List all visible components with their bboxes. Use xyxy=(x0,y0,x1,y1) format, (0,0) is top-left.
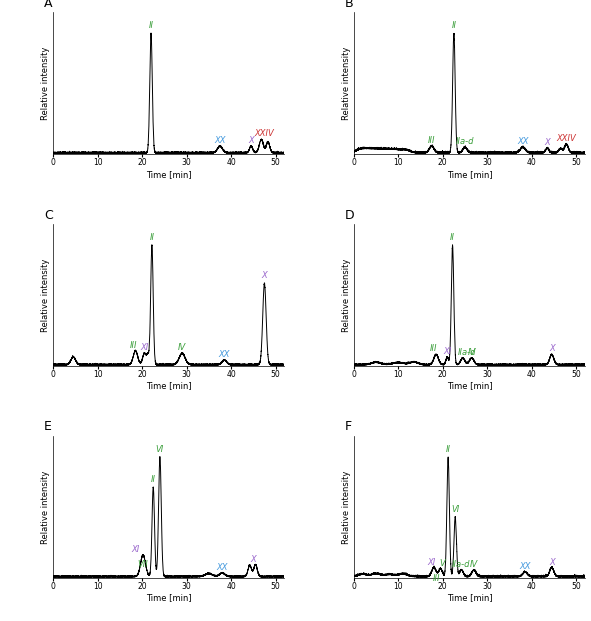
Text: IV: IV xyxy=(470,560,478,569)
Text: XX: XX xyxy=(214,136,226,145)
Text: IIa-d: IIa-d xyxy=(458,348,476,357)
Text: III: III xyxy=(430,345,437,353)
Text: III: III xyxy=(428,136,436,145)
Text: VI: VI xyxy=(156,445,164,454)
X-axis label: Time [min]: Time [min] xyxy=(146,170,191,179)
Text: XXIV: XXIV xyxy=(255,129,274,138)
Text: XX: XX xyxy=(517,137,528,147)
Text: X: X xyxy=(248,136,254,145)
Text: C: C xyxy=(44,209,53,222)
X-axis label: Time [min]: Time [min] xyxy=(447,381,492,391)
Text: II: II xyxy=(452,21,456,30)
Y-axis label: Relative intensity: Relative intensity xyxy=(41,258,50,332)
Text: III: III xyxy=(129,341,137,350)
Text: D: D xyxy=(345,209,354,222)
Text: IIa-d: IIa-d xyxy=(456,137,474,147)
Y-axis label: Relative intensity: Relative intensity xyxy=(41,47,50,120)
Text: E: E xyxy=(44,420,52,433)
Text: XX: XX xyxy=(519,562,531,571)
Text: II: II xyxy=(450,233,455,242)
X-axis label: Time [min]: Time [min] xyxy=(146,594,191,602)
Text: B: B xyxy=(345,0,353,9)
Y-axis label: Relative intensity: Relative intensity xyxy=(342,258,351,332)
Text: F: F xyxy=(345,420,352,433)
Text: X: X xyxy=(262,271,267,280)
Text: XX: XX xyxy=(219,350,230,359)
X-axis label: Time [min]: Time [min] xyxy=(447,170,492,179)
Text: II: II xyxy=(150,233,154,242)
Y-axis label: Relative intensity: Relative intensity xyxy=(342,47,351,120)
Text: II: II xyxy=(446,445,450,454)
Y-axis label: Relative intensity: Relative intensity xyxy=(342,470,351,543)
Text: II: II xyxy=(148,21,154,30)
Text: IV: IV xyxy=(178,343,186,352)
Text: X: X xyxy=(544,138,550,147)
Text: X: X xyxy=(251,555,256,564)
Text: XI: XI xyxy=(443,347,452,356)
X-axis label: Time [min]: Time [min] xyxy=(146,381,191,391)
Text: XX: XX xyxy=(216,563,228,572)
Text: IIa-d: IIa-d xyxy=(452,560,470,569)
Text: XXIV: XXIV xyxy=(557,134,576,143)
Text: V: V xyxy=(439,559,445,568)
Text: X: X xyxy=(549,345,554,353)
Text: XI: XI xyxy=(131,545,139,554)
Text: IV: IV xyxy=(467,348,476,357)
Text: VI: VI xyxy=(451,505,459,514)
Text: A: A xyxy=(44,0,53,9)
Text: XI: XI xyxy=(140,343,148,352)
X-axis label: Time [min]: Time [min] xyxy=(447,594,492,602)
Text: XI: XI xyxy=(427,558,436,566)
Text: III: III xyxy=(433,574,440,583)
Text: II: II xyxy=(151,475,156,484)
Text: VII: VII xyxy=(138,560,148,569)
Y-axis label: Relative intensity: Relative intensity xyxy=(41,470,50,543)
Text: X: X xyxy=(549,558,554,566)
